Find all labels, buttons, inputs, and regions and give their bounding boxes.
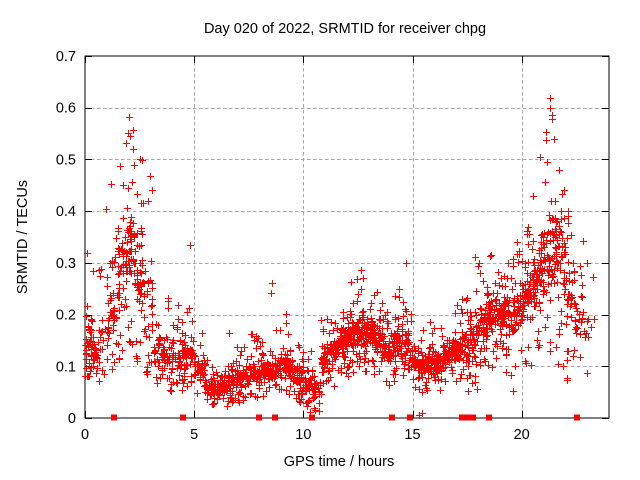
plot-border [84,55,610,419]
x-axis-label: GPS time / hours [284,454,394,470]
y-tick-label: 0.5 [56,152,76,168]
y-tick-label: 0.1 [56,359,76,375]
x-tick-label: 15 [404,427,420,443]
x-tick-label: 0 [81,427,89,443]
y-tick-label: 0.6 [56,101,76,117]
y-tick-label: 0.2 [56,308,76,324]
x-tick-label: 20 [514,427,530,443]
y-tick-label: 0.4 [56,204,76,220]
x-tick-label: 5 [190,427,198,443]
chart-title: Day 020 of 2022, SRMTID for receiver chp… [204,21,486,37]
y-tick-label: 0.3 [56,256,76,272]
data-points [82,95,598,419]
y-axis-label: SRMTID / TECUs [15,180,31,294]
zero-flag-points [111,414,580,421]
y-tick-label: 0.7 [56,49,76,65]
y-tick-label: 0 [68,411,76,427]
tick-labels: 0 5 10 15 20 0 0.1 0.2 0.3 0.4 0.5 0.6 0.7 [56,49,530,443]
x-tick-label: 10 [295,427,311,443]
